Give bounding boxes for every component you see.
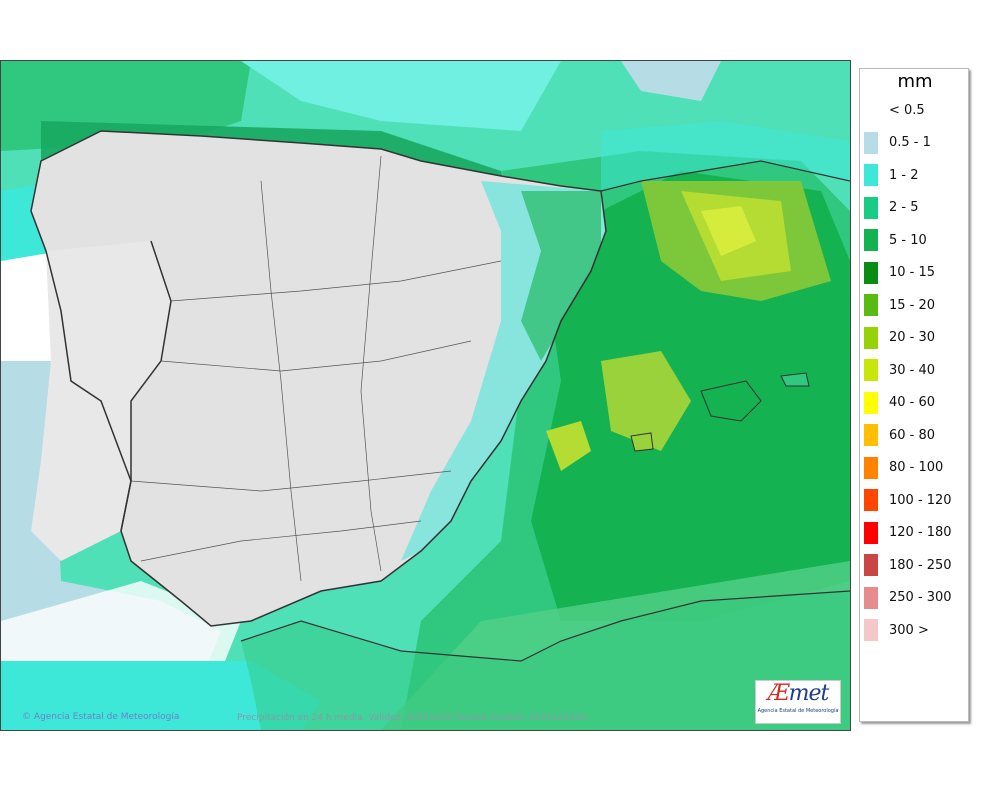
legend-swatch <box>864 131 878 154</box>
north-africa <box>241 591 850 730</box>
map-canvas <box>1 61 850 730</box>
portugal-border <box>120 240 172 532</box>
legend-label: 80 - 100 <box>889 460 944 475</box>
legend-unit: mm <box>897 71 933 92</box>
legend-label: 20 - 30 <box>889 330 936 345</box>
legend-label: 15 - 20 <box>889 297 936 313</box>
precip-zone-1-2-southwest <box>1 661 321 730</box>
legend-label: 2 - 5 <box>889 200 919 215</box>
legend-swatch <box>864 489 878 511</box>
copyright-icon: © <box>22 712 31 722</box>
legend-label: 1 - 2 <box>889 167 919 183</box>
legend-entry: 80 - 100 <box>864 456 944 479</box>
province-borders <box>130 155 502 582</box>
iberian-peninsula <box>31 131 606 626</box>
legend-entry: 10 - 15 <box>864 261 936 284</box>
legend-entry: 15 - 20 <box>864 294 935 316</box>
legend-label: 100 - 120 <box>889 492 952 508</box>
precip-zone-20-30-valencia <box>546 421 591 471</box>
legend-swatch <box>864 391 878 414</box>
legend-swatch <box>864 521 878 544</box>
legend-swatch <box>864 99 878 121</box>
agency-credit: © Agencia Estatal de Meteorología <box>22 712 179 722</box>
legend-swatch <box>864 359 878 381</box>
precip-zone-0-1-northeast <box>621 61 721 101</box>
france <box>601 121 850 191</box>
legend-label: 180 - 250 <box>889 557 952 573</box>
legend-entry: 120 - 180 <box>864 521 952 544</box>
legend-label: 10 - 15 <box>889 265 936 280</box>
legend-label: 30 - 40 <box>889 362 936 378</box>
legend-entry: 250 - 300 <box>864 586 952 609</box>
legend-swatch <box>864 261 878 284</box>
legend-entry: 100 - 120 <box>864 489 952 511</box>
legend-swatch <box>864 294 878 316</box>
legend-swatch <box>864 326 878 349</box>
legend-label: 5 - 10 <box>889 232 927 248</box>
precip-zone-1-2-north <box>241 61 561 131</box>
menorca <box>780 372 810 387</box>
legend-entry: 1 - 2 <box>864 164 919 186</box>
ibiza <box>630 432 654 452</box>
credit-text: Agencia Estatal de Meteorología <box>33 712 180 722</box>
legend-entry: < 0.5 <box>864 99 925 121</box>
legend-label: < 0.5 <box>889 102 925 118</box>
aemet-logo: Æmet Agencia Estatal de Meteorología <box>755 680 841 724</box>
precip-zone-30-40-northeast <box>701 206 756 256</box>
legend-label: 120 - 180 <box>889 525 952 540</box>
map-caption: Precipitación en 24 h media. Validez: 20… <box>237 713 587 723</box>
france-coast <box>600 160 850 192</box>
precip-zone-0-1-southwest <box>1 361 221 681</box>
legend-entry: 2 - 5 <box>864 196 919 219</box>
logo-subtitle: Agencia Estatal de Meteorología <box>757 708 839 714</box>
precipitation-legend: mm < 0.5 0.5 - 1 1 - 2 2 - 5 5 - 10 10 - 15 15… <box>859 68 969 722</box>
legend-entry: 300 > <box>864 619 929 641</box>
mallorca <box>700 380 762 422</box>
legend-swatch <box>864 554 878 576</box>
legend-label: 250 - 300 <box>889 590 952 605</box>
legend-swatch <box>864 229 878 251</box>
legend-entry: 0.5 - 1 <box>864 131 931 154</box>
legend-label: 0.5 - 1 <box>889 135 931 150</box>
legend-swatch <box>864 619 878 641</box>
legend-entry: 5 - 10 <box>864 229 927 251</box>
legend-label: 40 - 60 <box>889 395 936 410</box>
legend-swatch <box>864 164 878 186</box>
legend-label: 300 > <box>889 622 929 638</box>
logo-wordmark: Æmet <box>767 681 830 706</box>
legend-entry: 60 - 80 <box>864 424 935 446</box>
legend-swatch <box>864 456 878 479</box>
legend-entry: 180 - 250 <box>864 554 952 576</box>
legend-entry: 30 - 40 <box>864 359 935 381</box>
precip-overlay-pyrenees <box>521 191 601 361</box>
precipitation-map <box>0 60 851 731</box>
legend-entry: 20 - 30 <box>864 326 936 349</box>
legend-swatch <box>864 196 878 219</box>
precip-zone-20-30-balearic <box>601 351 691 451</box>
coastline <box>30 130 607 627</box>
legend-swatch <box>864 586 878 609</box>
africa-coast <box>240 590 850 662</box>
legend-label: 60 - 80 <box>889 427 936 443</box>
legend-entry: 40 - 60 <box>864 391 936 414</box>
legend-swatch <box>864 424 878 446</box>
